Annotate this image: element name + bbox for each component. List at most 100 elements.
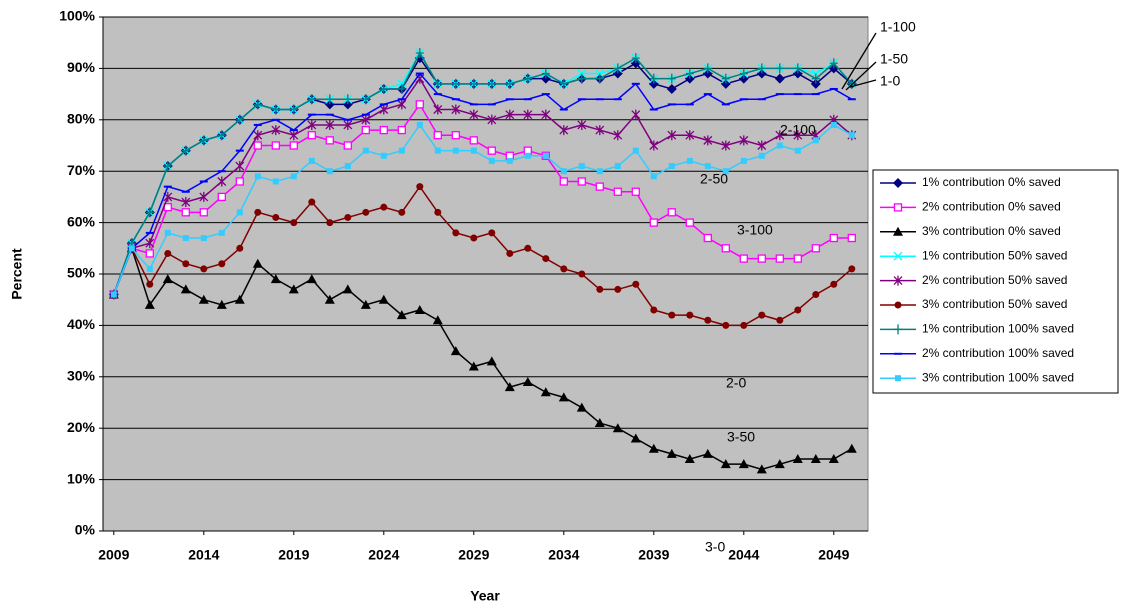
data-point [595,125,605,136]
x-tick-label: 2039 [638,547,669,563]
data-point [704,163,711,170]
legend-marker [893,275,903,286]
data-point [775,254,784,263]
data-point [523,109,533,120]
y-tick-label: 0% [75,522,96,538]
data-point [649,218,658,227]
legend-marker [894,301,902,309]
data-point [343,94,352,105]
data-point [306,274,317,284]
data-point [702,448,713,458]
x-tick-label: 2014 [188,547,219,563]
data-point [648,443,659,453]
data-point [217,192,226,202]
data-point [396,310,407,320]
data-point [739,135,749,146]
data-point [271,125,281,136]
data-point [470,234,478,242]
data-point [162,274,173,284]
data-point [488,229,496,237]
data-point [235,114,244,125]
data-point [703,63,712,74]
data-point [596,168,603,175]
data-point [432,315,443,325]
data-point [522,376,533,386]
data-point [253,99,262,110]
annotation: 1-50 [880,51,908,67]
data-point [217,130,226,141]
data-point [830,121,837,128]
data-point [324,294,335,304]
data-point [397,79,407,89]
data-point [776,142,783,149]
data-point [451,131,460,140]
data-point [272,178,279,185]
data-point [558,392,569,402]
data-point [289,104,298,115]
data-point [666,448,677,458]
annotation-leader [841,32,877,90]
data-point [667,73,676,84]
data-point [271,104,280,115]
data-point [326,219,334,227]
data-point [288,284,299,294]
y-tick-label: 10% [67,470,96,486]
data-point [344,213,352,221]
data-point [505,78,514,89]
data-point [668,163,675,170]
data-point [848,265,856,273]
data-point [649,140,659,151]
data-point [469,136,478,145]
data-point [450,346,461,356]
annotation-leader [849,79,877,88]
data-point [144,299,155,309]
data-point [812,137,819,144]
data-point [469,78,478,89]
data-point [182,260,190,268]
x-tick-label: 2034 [548,547,579,563]
y-tick-label: 70% [67,162,96,178]
data-point [271,141,280,150]
annotation: 1-100 [880,19,916,35]
x-tick-label: 2044 [728,547,759,563]
data-point [362,208,370,216]
data-point [848,132,855,139]
data-point [828,454,839,464]
data-point [684,454,695,464]
data-point [469,109,479,120]
data-point [650,306,658,314]
data-point [559,125,569,136]
data-point [110,291,117,298]
data-point [776,316,784,324]
series-line [113,51,853,295]
data-point [577,69,587,78]
data-point [325,94,334,105]
x-tick-label: 2019 [278,547,309,563]
data-point [775,63,784,74]
data-point [721,140,731,151]
legend-label: 1% contribution 100% saved [922,322,1074,336]
data-point [505,109,515,120]
data-point [631,109,641,120]
data-point [307,119,317,130]
data-point [289,141,298,150]
data-point [145,249,154,258]
data-point [416,183,424,191]
data-point [361,94,370,105]
data-point [792,454,803,464]
y-tick-label: 60% [67,213,96,229]
data-point [362,147,369,154]
data-point [650,173,657,180]
y-tick-label: 50% [67,265,96,281]
x-tick-label: 2029 [458,547,489,563]
data-point [252,258,263,268]
data-point [738,459,749,469]
data-point [433,78,442,89]
data-point [847,233,856,243]
data-point [793,254,802,263]
data-point [757,140,767,151]
data-point [218,260,226,268]
legend-label: 2% contribution 100% saved [922,346,1074,360]
legend-label: 3% contribution 0% saved [922,224,1061,238]
data-point [218,229,225,236]
